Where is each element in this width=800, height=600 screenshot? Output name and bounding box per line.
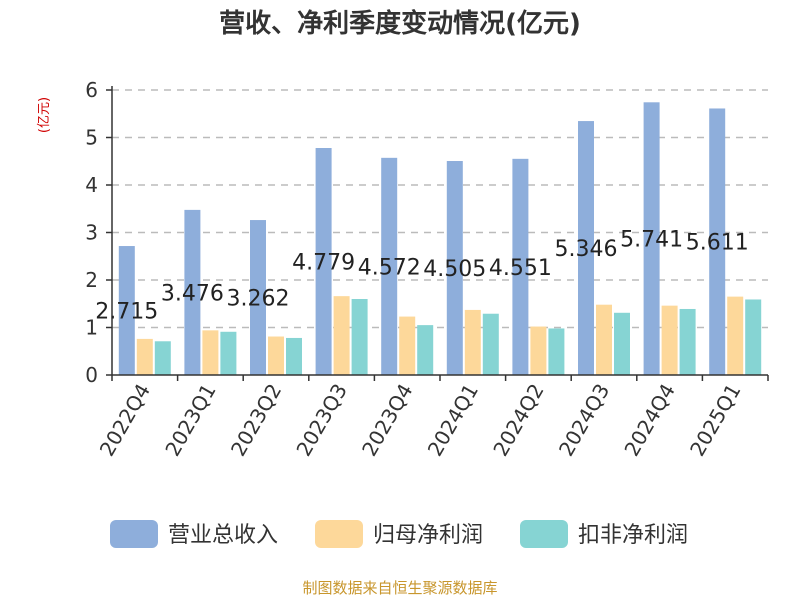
bar-revenue[interactable] — [709, 108, 726, 375]
legend-label: 归母净利润 — [373, 523, 483, 548]
data-label: 2.715 — [95, 300, 158, 325]
data-label: 3.476 — [161, 281, 224, 306]
bar-deducted-net-profit[interactable] — [351, 299, 368, 375]
bar-deducted-net-profit[interactable] — [286, 337, 302, 375]
data-label: 4.505 — [423, 257, 486, 282]
bar-revenue[interactable] — [250, 220, 266, 375]
bars-layer — [118, 102, 762, 376]
bar-net-profit[interactable] — [661, 305, 678, 375]
bar-deducted-net-profit[interactable] — [482, 313, 499, 375]
bar-deducted-net-profit[interactable] — [614, 312, 630, 375]
bar-net-profit[interactable] — [333, 296, 350, 375]
bar-deducted-net-profit[interactable] — [745, 299, 762, 375]
x-tick-label: 2024Q2 — [488, 380, 548, 461]
legend-label: 营业总收入 — [168, 523, 278, 548]
data-label: 4.551 — [489, 256, 552, 281]
bar-net-profit[interactable] — [596, 304, 612, 375]
y-tick-label: 6 — [85, 78, 98, 102]
bar-deducted-net-profit[interactable] — [679, 308, 696, 375]
legend[interactable]: 营业总收入 归母净利润 扣非净利润 — [110, 520, 688, 548]
y-unit-label: (亿元) — [37, 97, 52, 133]
y-tick-label: 3 — [85, 221, 98, 245]
legend-swatch — [315, 520, 363, 548]
bar-revenue[interactable] — [118, 246, 135, 375]
y-tick-label: 5 — [85, 126, 98, 150]
bar-net-profit[interactable] — [136, 338, 153, 375]
data-label: 5.346 — [555, 237, 618, 262]
bar-revenue[interactable] — [381, 157, 398, 375]
data-label: 3.262 — [227, 287, 290, 312]
x-tick-label: 2023Q2 — [226, 380, 286, 461]
data-label: 4.779 — [292, 250, 355, 275]
bar-deducted-net-profit[interactable] — [417, 325, 434, 375]
data-label: 5.741 — [620, 228, 683, 253]
x-tick-label: 2022Q4 — [95, 380, 155, 461]
legend-item[interactable]: 营业总收入 — [110, 520, 278, 548]
bar-revenue[interactable] — [578, 121, 594, 375]
x-tick-label: 2024Q4 — [619, 380, 679, 461]
legend-item[interactable]: 归母净利润 — [315, 520, 483, 548]
legend-label: 扣非净利润 — [578, 523, 688, 548]
bar-net-profit[interactable] — [530, 326, 547, 375]
bar-revenue[interactable] — [315, 147, 332, 375]
data-label: 4.572 — [358, 255, 421, 280]
bar-revenue[interactable] — [512, 158, 529, 375]
x-tick-label: 2025Q1 — [685, 380, 745, 461]
y-tick-label: 0 — [85, 363, 98, 387]
bar-net-profit[interactable] — [464, 309, 481, 375]
y-tick-label: 1 — [85, 316, 98, 340]
x-tick-label: 2023Q1 — [160, 380, 220, 461]
x-tick-label: 2024Q1 — [423, 380, 483, 461]
chart-title: 营收、净利季度变动情况(亿元) — [219, 8, 581, 39]
bar-deducted-net-profit[interactable] — [548, 328, 565, 375]
x-tick-label: 2024Q3 — [554, 380, 614, 461]
bar-net-profit[interactable] — [202, 330, 219, 375]
data-label: 5.611 — [686, 231, 749, 256]
bar-net-profit[interactable] — [268, 336, 284, 375]
bar-revenue[interactable] — [643, 102, 660, 376]
bar-revenue[interactable] — [446, 161, 463, 375]
bar-deducted-net-profit[interactable] — [154, 341, 171, 375]
bar-net-profit[interactable] — [727, 296, 744, 375]
source-note: 制图数据来自恒生聚源数据库 — [302, 579, 497, 597]
legend-item[interactable]: 扣非净利润 — [520, 520, 688, 548]
bar-revenue[interactable] — [184, 209, 201, 375]
bar-net-profit[interactable] — [399, 316, 416, 375]
x-tick-label: 2023Q4 — [357, 380, 417, 461]
legend-swatch — [520, 520, 568, 548]
legend-swatch — [110, 520, 158, 548]
x-tick-label: 2023Q3 — [291, 380, 351, 461]
y-tick-label: 2 — [85, 268, 98, 292]
bar-deducted-net-profit[interactable] — [220, 331, 237, 375]
y-tick-label: 4 — [85, 173, 98, 197]
